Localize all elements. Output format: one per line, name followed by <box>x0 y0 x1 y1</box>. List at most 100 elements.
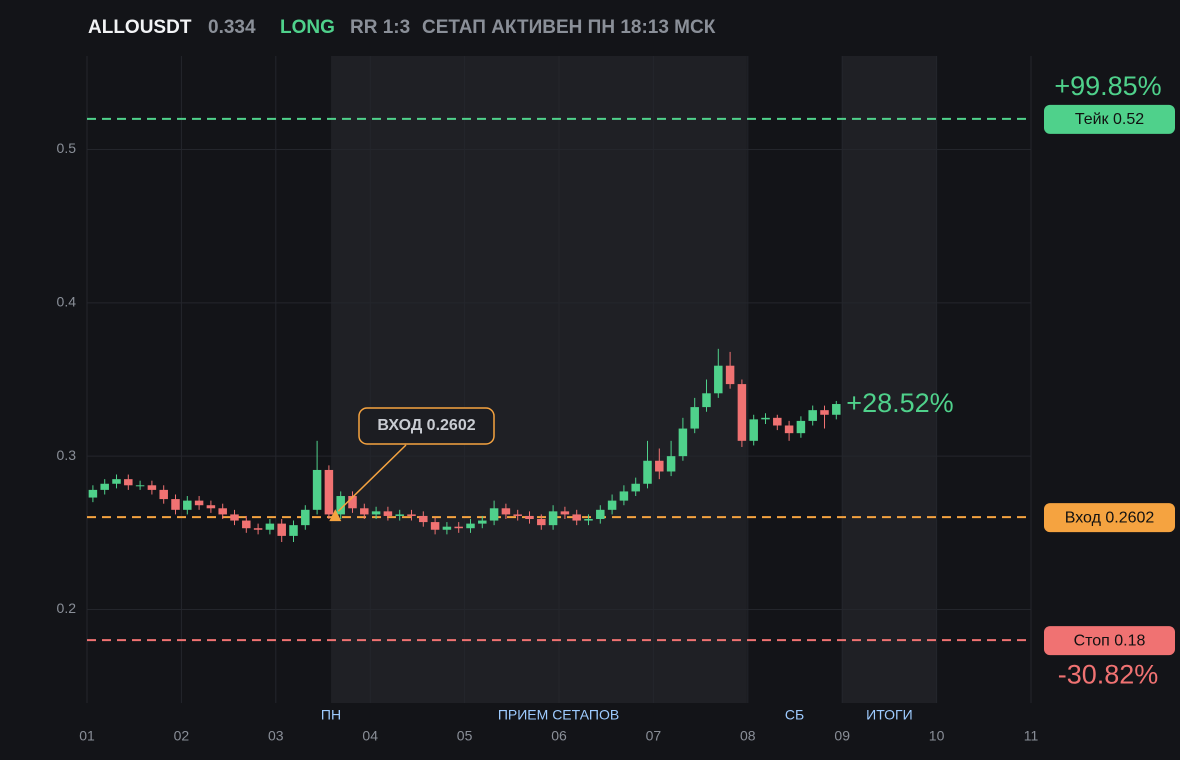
x-tick-label: 06 <box>551 728 567 744</box>
session-label: ПРИЕМ СЕТАПОВ <box>498 707 619 723</box>
y-tick-label: 0.5 <box>57 140 77 156</box>
candle-body <box>183 500 192 510</box>
y-tick-label: 0.3 <box>57 447 77 463</box>
candle-body <box>442 526 452 530</box>
candle-body <box>277 523 286 536</box>
session-band <box>331 56 371 703</box>
x-tick-label: 09 <box>834 728 850 744</box>
candle-body <box>348 496 357 509</box>
candle-body <box>159 489 168 500</box>
candle-body <box>135 485 145 487</box>
level-badge <box>1044 104 1175 134</box>
risk-reward: RR 1:3 <box>350 17 410 38</box>
callout-box <box>358 407 495 445</box>
candle-body <box>725 365 735 385</box>
y-tick-label: 0.4 <box>57 294 77 310</box>
candle-body <box>301 509 310 526</box>
candle-body <box>631 483 640 492</box>
level-label: Тейк 0.52 <box>1075 111 1144 128</box>
candle-body <box>678 428 688 457</box>
y-tick-label: 0.2 <box>57 600 77 616</box>
status: СЕТАП АКТИВЕН ПН 18:13 МСК <box>422 17 716 38</box>
x-tick-label: 03 <box>268 728 284 744</box>
candle-body <box>690 407 699 429</box>
level-change: -30.82% <box>1058 659 1159 689</box>
symbol: ALLOUSDT <box>88 17 192 38</box>
candle-body <box>289 525 298 536</box>
candle-body <box>666 456 676 472</box>
candle-body <box>324 469 334 515</box>
candle-body <box>124 479 133 486</box>
candle-body <box>749 419 758 441</box>
entry-marker <box>329 509 342 522</box>
level-change: +99.85% <box>1054 71 1161 101</box>
candle-body <box>336 496 345 515</box>
candle-body <box>100 483 109 490</box>
level-label: Вход 0.2602 <box>1065 509 1155 526</box>
level-label: Стоп 0.18 <box>1074 632 1146 649</box>
candle-body <box>643 460 652 484</box>
candle-body <box>501 508 511 515</box>
callout-line <box>337 444 407 512</box>
candle-body <box>820 410 829 415</box>
candle-body <box>796 420 806 434</box>
price: 0.334 <box>208 17 256 38</box>
x-tick-label: 01 <box>79 728 95 744</box>
candle-body <box>360 508 369 515</box>
candle-body <box>832 404 841 415</box>
candle-body <box>513 514 522 516</box>
candle-body <box>147 485 157 490</box>
candle-body <box>395 514 404 516</box>
candle-body <box>265 523 275 530</box>
side: LONG <box>280 17 335 38</box>
candle-body <box>737 384 747 441</box>
candle-body <box>525 515 534 520</box>
x-tick-label: 10 <box>929 728 945 744</box>
level-badge <box>1044 503 1175 533</box>
candle-body <box>218 508 227 515</box>
candle-body <box>596 509 605 520</box>
candle-body <box>808 410 817 421</box>
candle-body <box>478 520 487 524</box>
candle-body <box>454 526 463 529</box>
x-tick-label: 04 <box>362 728 378 744</box>
candle-body <box>584 519 593 521</box>
session-band <box>842 56 937 703</box>
candle-body <box>607 500 617 510</box>
candle-body <box>206 505 216 509</box>
candle-body <box>761 417 770 420</box>
candle-body <box>560 511 570 515</box>
candle-body <box>383 511 393 516</box>
candle-body <box>489 508 499 521</box>
candle-body <box>230 514 239 521</box>
candle-body <box>419 515 428 523</box>
candle-body <box>466 523 475 529</box>
candle-body <box>702 393 711 408</box>
candle-body <box>171 499 180 510</box>
callout-label: ВХОД 0.2602 <box>377 417 475 434</box>
session-label: ПН <box>321 707 341 723</box>
candle-body <box>194 500 204 506</box>
session-label: ИТОГИ <box>866 707 913 723</box>
candle-body <box>407 514 416 516</box>
x-tick-label: 02 <box>174 728 190 744</box>
x-tick-label: 05 <box>457 728 473 744</box>
candle-body <box>619 491 629 501</box>
candle-body <box>112 479 121 484</box>
candle-body <box>312 469 322 510</box>
x-tick-label: 08 <box>740 728 756 744</box>
candle-body <box>548 511 558 526</box>
candle-body <box>773 417 782 426</box>
current-change: +28.52% <box>846 388 953 418</box>
candle-body <box>572 514 581 521</box>
candle-body <box>253 528 263 530</box>
candle-body <box>537 519 546 526</box>
candle-body <box>371 511 381 515</box>
candle-body <box>430 522 440 530</box>
candle-body <box>714 365 723 394</box>
candle-body <box>784 425 794 434</box>
level-badge <box>1044 626 1175 656</box>
candle-body <box>242 520 251 529</box>
